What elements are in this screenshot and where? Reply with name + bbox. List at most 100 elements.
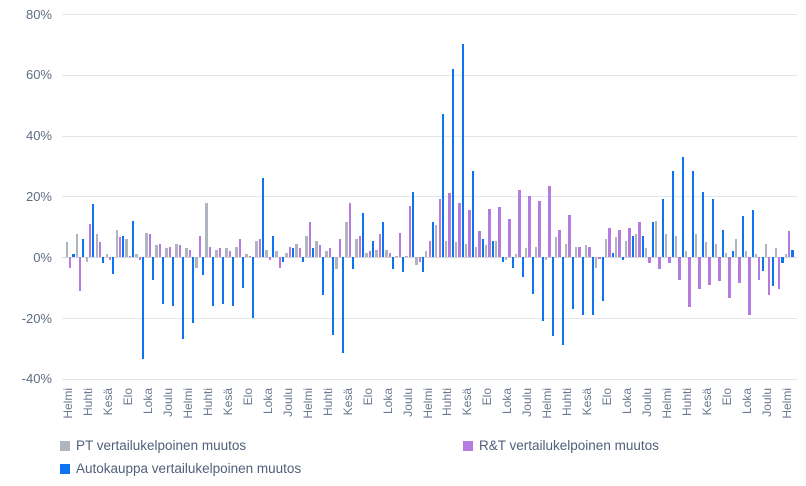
x-tick-label: Elo	[720, 387, 735, 406]
x-tick-label: Loka	[380, 387, 395, 414]
bar-s2-m20	[272, 235, 275, 258]
bar-s2-m42	[491, 240, 495, 258]
x-tick-label: Elo	[600, 387, 615, 406]
bar-s0-m20	[265, 249, 268, 258]
x-tick-label: Loka	[260, 387, 275, 414]
bar-s0-m67	[734, 239, 738, 258]
bar-s2-m63	[701, 191, 704, 258]
zero-axis-line	[62, 257, 797, 259]
bar-s0-m8	[145, 232, 148, 258]
x-tick-label: Joulu	[640, 387, 655, 417]
y-tick-label: -20%	[21, 310, 52, 326]
bar-s1-m53	[598, 257, 601, 259]
bar-s0-m49	[555, 237, 558, 258]
bar-s1-m13	[198, 235, 202, 258]
bar-s2-m60	[671, 170, 674, 258]
x-tick-label: Huhti	[560, 387, 575, 416]
bar-s2-m67	[741, 216, 744, 258]
bar-s1-m23	[298, 248, 301, 258]
bar-s2-m4	[112, 257, 115, 274]
bar-s1-m61	[678, 257, 681, 280]
y-gridline	[62, 196, 797, 198]
bar-s1-m17	[238, 239, 242, 258]
bar-s1-m34	[408, 205, 411, 258]
bar-s2-m30	[371, 240, 375, 258]
bar-s2-m13	[202, 257, 205, 276]
bar-s0-m9	[155, 245, 158, 258]
x-tick-label: Helmi	[660, 387, 675, 419]
bar-s2-m8	[152, 257, 155, 280]
bar-s0-m11	[175, 243, 178, 258]
y-tick-label: -40%	[21, 371, 52, 387]
legend-item-autokauppa: Autokauppa vertailukelpoinen muutos	[60, 461, 301, 476]
bar-s2-m69	[761, 257, 764, 271]
bar-s2-m19	[262, 178, 265, 258]
bar-s1-m51	[578, 246, 581, 258]
bar-s1-m15	[218, 248, 222, 258]
bar-s1-m56	[628, 228, 631, 258]
bar-s2-m28	[351, 257, 355, 270]
bar-s0-m16	[225, 248, 228, 258]
bar-s0-m41	[475, 246, 478, 258]
bar-s0-m55	[615, 237, 618, 258]
bar-s1-m39	[458, 202, 461, 258]
bar-s0-m58	[644, 248, 648, 258]
bar-s2-m31	[381, 222, 385, 258]
bar-s2-m57	[641, 235, 644, 258]
x-tick-label: Joulu	[280, 387, 295, 417]
bar-s0-m68	[744, 251, 748, 258]
bar-s0-m40	[465, 243, 468, 258]
bar-s0-m30	[365, 252, 368, 258]
bar-s1-m7	[138, 257, 142, 261]
bar-s1-m47	[538, 201, 541, 258]
x-tick-label: Elo	[360, 387, 375, 406]
bar-s0-m42	[485, 245, 488, 258]
bar-s2-m62	[691, 170, 694, 258]
bar-s0-m64	[704, 242, 708, 258]
bar-s2-m65	[721, 229, 724, 258]
bar-s1-m14	[208, 246, 212, 258]
bar-s2-m48	[551, 257, 555, 337]
bar-s1-m60	[668, 257, 671, 264]
x-tick-label: Huhti	[80, 387, 95, 416]
bar-s2-m40	[471, 170, 475, 258]
y-tick-label: 60%	[25, 67, 52, 83]
bar-s0-m2	[85, 257, 88, 262]
bar-s1-m0	[68, 257, 72, 268]
bar-s2-m38	[451, 68, 455, 258]
bar-s2-m44	[511, 257, 515, 268]
bar-s0-m23	[295, 243, 298, 258]
bar-s0-m32	[385, 249, 388, 258]
bar-s0-m12	[185, 248, 188, 258]
bar-s2-m55	[621, 257, 624, 261]
bar-s2-m39	[461, 44, 465, 258]
bar-s2-m34	[411, 191, 415, 258]
bar-s0-m43	[495, 240, 498, 258]
rt-legend-swatch	[463, 440, 473, 451]
x-tick-label: Helmi	[300, 387, 315, 419]
x-tick-label: Huhti	[440, 387, 455, 416]
bar-s1-m67	[738, 257, 741, 283]
bar-s2-m11	[182, 257, 185, 340]
x-tick-label: Kesä	[460, 387, 475, 416]
bar-s1-m25	[318, 245, 321, 258]
bar-s1-m65	[718, 257, 721, 282]
bar-s1-m26	[328, 248, 331, 258]
bar-s1-m21	[278, 257, 281, 268]
bar-s2-m15	[222, 257, 225, 305]
bar-s1-m16	[228, 251, 232, 258]
bar-s2-m59	[661, 199, 664, 258]
y-gridline	[62, 14, 797, 15]
bar-s2-m71	[781, 257, 784, 264]
y-gridline	[62, 378, 797, 380]
bar-s0-m3	[95, 234, 98, 258]
x-tick-label: Kesä	[700, 387, 715, 416]
x-tick-label: Loka	[500, 387, 515, 414]
bar-s1-m9	[158, 243, 162, 258]
bar-s2-m43	[501, 257, 505, 262]
bar-s1-m42	[488, 208, 491, 258]
bar-s1-m27	[338, 239, 341, 258]
bar-s0-m56	[624, 240, 628, 258]
bar-s1-m32	[388, 252, 391, 258]
x-tick-label: Kesä	[100, 387, 115, 416]
